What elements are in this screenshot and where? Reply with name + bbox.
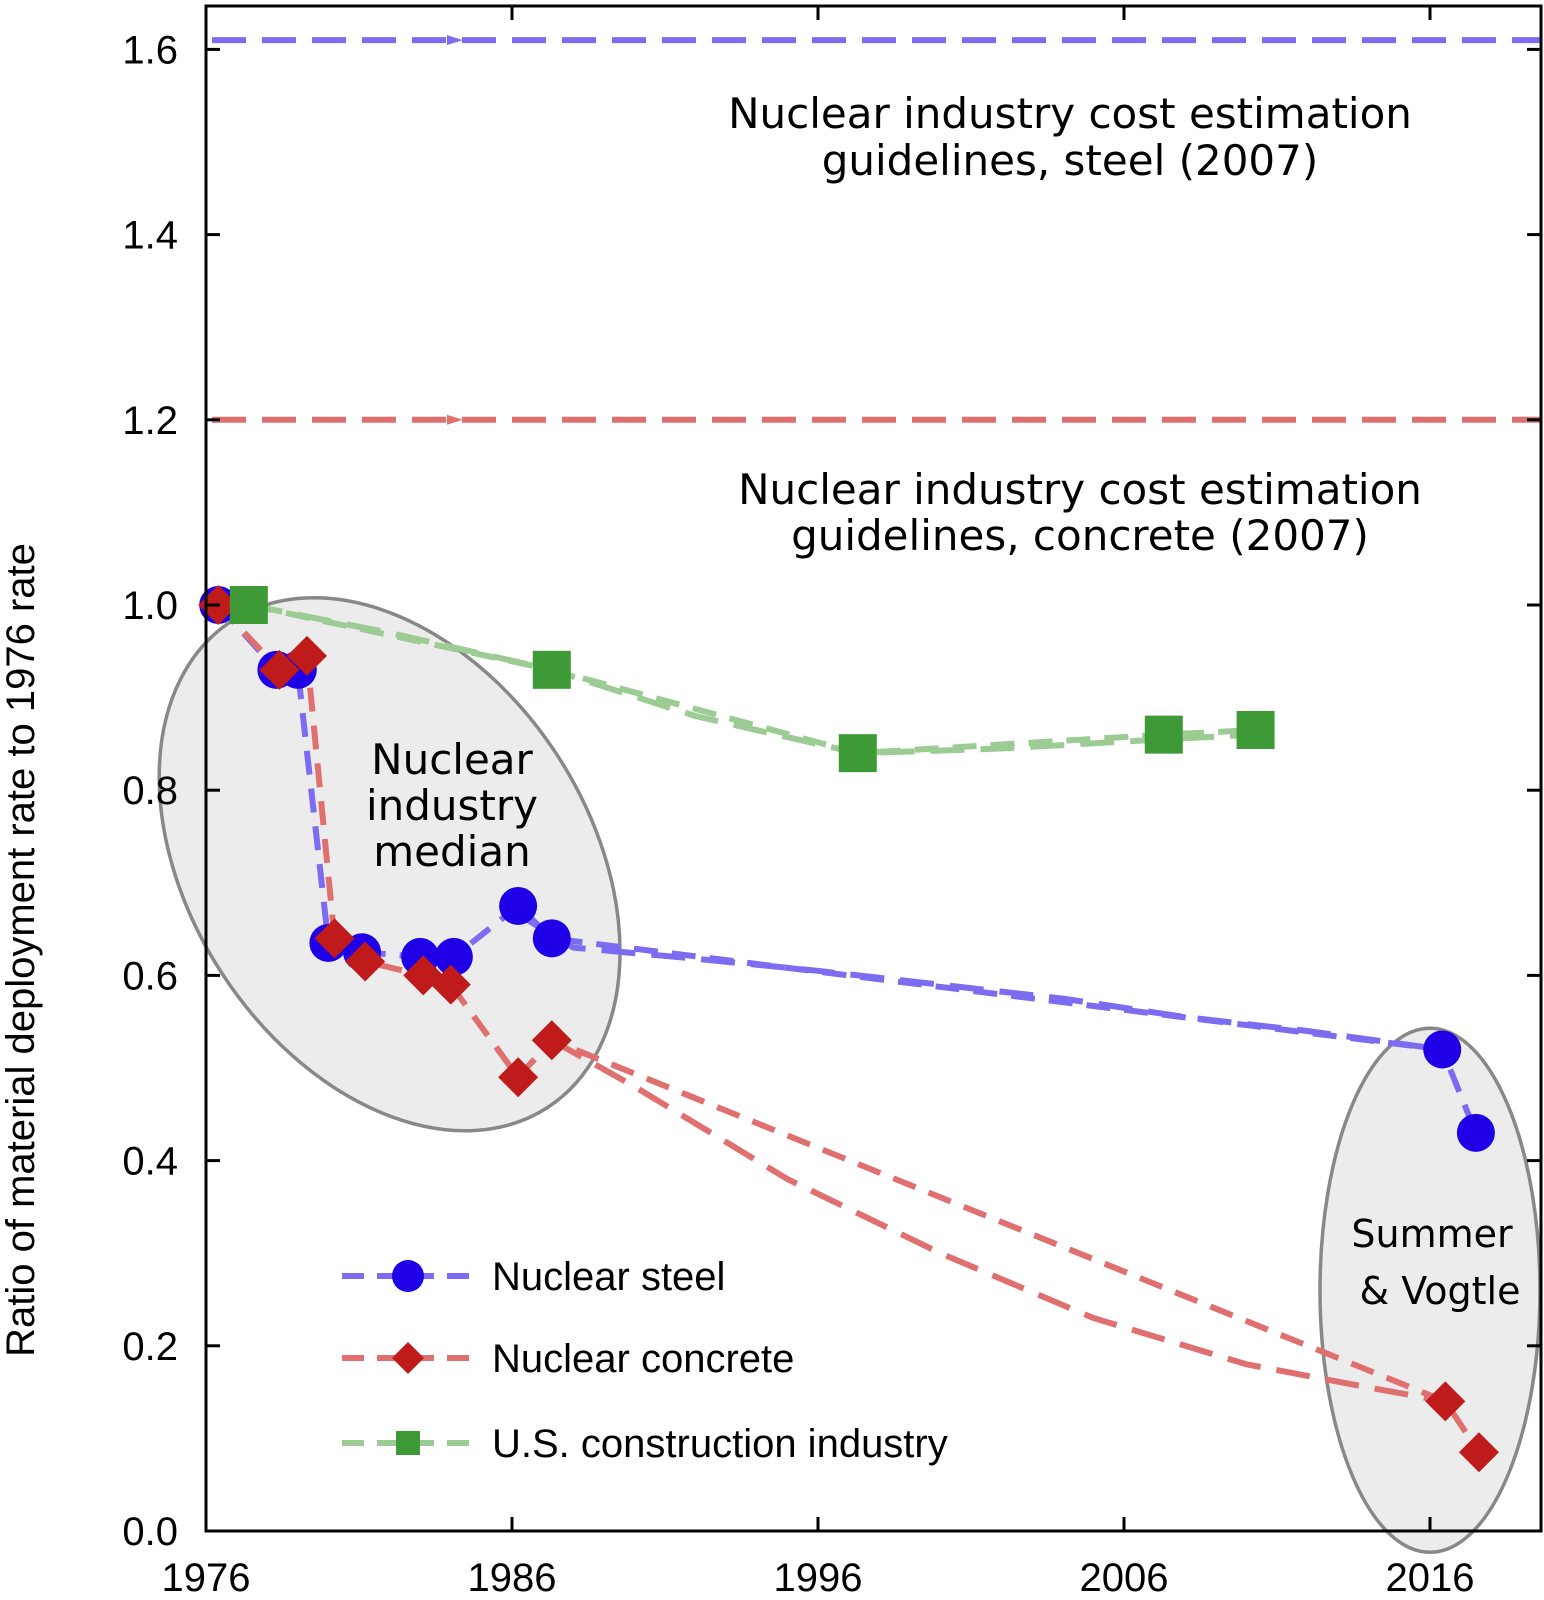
u-s-construction-industry-point-1	[532, 650, 571, 689]
ref-arrow-steel	[446, 35, 463, 46]
legend-marker-us-construction	[396, 1431, 420, 1455]
nuclear-concrete-point-2	[286, 635, 327, 676]
legend-item-nuclear-steel: Nuclear steel	[342, 1255, 725, 1299]
y-tick-label-0.2: 0.2	[122, 1325, 178, 1369]
data-series	[198, 585, 1499, 1473]
y-tick-label-0.4: 0.4	[122, 1140, 178, 1184]
nuclear-concrete-point-7	[498, 1057, 539, 1098]
summer-vogtle-line2: & Vogtle	[1360, 1269, 1521, 1313]
y-tick-label-0.6: 0.6	[122, 954, 178, 998]
x-tick-label-1976: 1976	[162, 1556, 251, 1600]
x-tick-label-1986: 1986	[468, 1556, 557, 1600]
reference-lines	[212, 35, 1541, 425]
ref-label-concrete-line1: Nuclear industry cost estimation	[738, 465, 1422, 514]
trend-line-nuclear-steel	[510, 908, 1443, 1053]
x-tick-label-2006: 2006	[1080, 1556, 1169, 1600]
legend-item-nuclear-concrete: Nuclear concrete	[342, 1337, 794, 1381]
nuclear-steel-point-9	[1423, 1030, 1462, 1069]
y-tick-label-1.2: 1.2	[122, 399, 178, 443]
x-tick-label-1996: 1996	[774, 1556, 863, 1600]
y-tick-label-0.0: 0.0	[122, 1510, 178, 1554]
nuclear-concrete-point-4	[345, 941, 386, 982]
trend-line-u-s-construction-industry	[248, 602, 1256, 757]
nuclear-concrete-point-6	[430, 964, 471, 1005]
nuclear-concrete-point-9	[1425, 1381, 1466, 1422]
median-label-line2: industry	[366, 781, 538, 830]
nuclear-steel-point-8	[532, 919, 571, 958]
median-label-line1: Nuclear	[371, 735, 533, 784]
nuclear-steel-point-6	[434, 937, 473, 976]
ref-arrow-concrete	[446, 414, 463, 425]
nuclear-concrete-point-8	[531, 1020, 572, 1061]
nuclear-concrete-point-3	[314, 918, 355, 959]
nuclear-concrete-point-10	[1458, 1432, 1499, 1473]
u-s-construction-industry-point-3	[1144, 715, 1183, 754]
annotations: Nuclear industry cost estimation guideli…	[0, 89, 1520, 1357]
x-tick-label-2016: 2016	[1386, 1556, 1475, 1600]
legend-label-nuclear-concrete: Nuclear concrete	[492, 1337, 794, 1381]
legend-marker-nuclear-steel	[392, 1260, 424, 1292]
legend-label-us-construction: U.S. construction industry	[492, 1422, 948, 1466]
ref-label-concrete-line2: guidelines, concrete (2007)	[791, 511, 1369, 560]
u-s-construction-industry-point-4	[1236, 711, 1275, 750]
legend-marker-nuclear-concrete	[392, 1342, 424, 1374]
y-tick-label-1.0: 1.0	[122, 584, 178, 628]
u-s-construction-industry-point-0	[229, 586, 268, 624]
legend-label-nuclear-steel: Nuclear steel	[492, 1255, 725, 1299]
y-axis-title: Ratio of material deployment rate to 197…	[0, 543, 43, 1357]
nuclear-concrete-point-1	[259, 649, 300, 690]
summer-vogtle-line1: Summer	[1351, 1212, 1513, 1256]
axes: 0.0 0.2 0.4 0.6 0.8 1.0 1.2 1.4 1.6 1976 1986 1996 2…	[122, 4, 1543, 1600]
nuclear-steel-point-7	[499, 886, 538, 925]
trend-line-nuclear-concrete	[550, 1037, 1446, 1405]
median-label-line3: median	[373, 827, 530, 876]
legend-item-us-construction: U.S. construction industry	[342, 1422, 948, 1466]
y-tick-label-1.4: 1.4	[122, 214, 178, 258]
ref-label-steel-line1: Nuclear industry cost estimation	[728, 89, 1412, 138]
u-s-construction-industry-point-2	[838, 734, 877, 773]
ref-label-steel-line2: guidelines, steel (2007)	[822, 136, 1319, 185]
y-tick-label-1.6: 1.6	[122, 28, 178, 72]
plot-frame	[204, 4, 1543, 1533]
y-tick-label-0.8: 0.8	[122, 769, 178, 813]
legend: Nuclear steel Nuclear concrete U.S. cons…	[342, 1255, 948, 1466]
nuclear-steel-point-10	[1456, 1113, 1495, 1152]
